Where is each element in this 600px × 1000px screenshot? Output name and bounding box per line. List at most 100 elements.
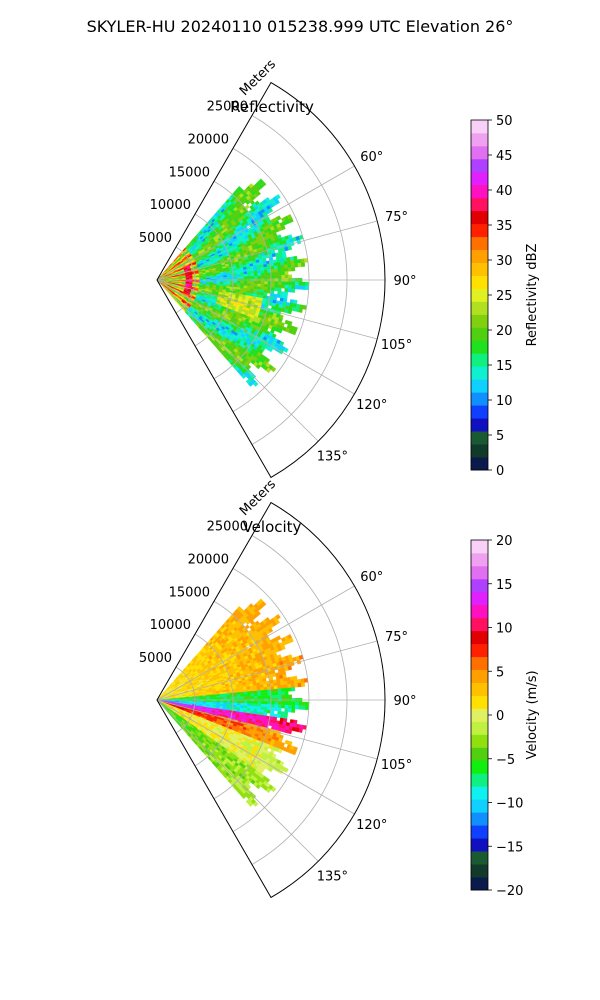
echo-gate [236,696,241,700]
echo-gate [247,703,251,707]
colorbar-segment [471,366,488,380]
echo-gate [240,691,244,695]
echo-gate [273,682,278,687]
echo-gate [243,271,248,275]
echo-gate [301,705,306,710]
echo-gate [270,682,275,687]
echo-gate [216,275,221,278]
echo-gate [287,309,293,315]
echo-gate [274,691,279,696]
echo-gate [281,284,286,289]
echo-gate [260,701,265,705]
echo-gate [257,706,262,710]
echo-gate [240,694,245,697]
echo-gate [281,281,286,286]
colorbar-segment [471,444,488,458]
echo-gate [243,283,248,287]
echo-gate [297,262,302,268]
echo-gate [206,277,210,280]
azimuth-tick-label: 75° [385,210,408,225]
echo-gate [294,683,299,688]
echo-gate [277,685,282,690]
colorbar-segment [471,457,488,471]
echo-gate [243,276,248,280]
echo-gate [270,689,275,693]
echo-gate [284,694,289,699]
echo-gate [256,687,261,691]
echo-gate [270,262,275,267]
echo-gate [254,695,258,699]
echo-gate [264,272,269,276]
echo-gate [274,268,279,273]
figure-suptitle: SKYLER-HU 20240110 015238.999 UTC Elevat… [87,17,514,36]
echo-gate [247,273,251,277]
colorbar-segment [471,288,488,302]
echo-gate [247,696,252,699]
echo-gate [277,274,282,279]
echo-gate [236,274,241,278]
echo-gate [291,288,296,293]
echo-gate [277,284,282,289]
radial-tick-label: 10000 [150,198,191,213]
colorbar-segment [471,184,488,199]
echo-gate [240,276,245,280]
echo-gate [257,273,262,277]
echo-gate [260,703,265,708]
echo-gate [291,281,296,286]
colorbar-segment [471,210,488,225]
echo-gate [213,697,217,700]
echo-gate [298,728,303,733]
echo-gate [280,268,285,273]
echo-gate [243,280,248,284]
echo-gate [284,691,289,696]
colorbar-tick-label: 25 [496,289,513,304]
echo-gate [277,268,282,273]
echo-gate [294,705,299,710]
colorbar-tick-label: 45 [496,149,513,164]
echo-gate [274,701,279,705]
echo-gate [236,276,241,280]
azimuth-tick-label: 105° [381,338,412,353]
echo-gate [274,281,279,285]
echo-gate [281,704,286,709]
colorbar-tick-label: 40 [496,184,513,199]
echo-gate [280,264,285,269]
echo-gate [270,290,275,295]
echo-gate [226,276,231,280]
echo-gate [254,275,258,279]
echo-gate [223,280,228,283]
azimuth-tick-label: 120° [356,398,387,413]
echo-gate [277,701,282,706]
echo-gate [260,272,265,277]
echo-gate [274,707,279,712]
echo-gate [300,262,306,267]
echo-gate [240,703,245,706]
echo-gate [250,690,255,695]
echo-gate [264,692,269,696]
panel-title: Reflectivity [230,98,314,116]
echo-gate [273,262,278,267]
radial-axis-label: Meters [237,57,279,99]
echo-gate [277,691,282,696]
echo-gate [219,697,224,700]
echo-gate [263,706,268,711]
echo-gate [250,701,255,704]
colorbar-segment [471,171,488,186]
echo-gate [250,688,255,692]
echo-gate [247,693,251,697]
echo-gate [283,294,288,300]
echo-gate [297,259,302,264]
echo-gate [233,692,238,696]
colorbar-tick-label: 30 [496,254,513,269]
colorbar-segment [471,314,488,328]
echo-gate [216,697,221,700]
echo-gate [288,217,294,223]
echo-gate [281,694,286,699]
echo-gate [300,678,305,684]
echo-gate [250,693,255,697]
echo-gate [240,280,245,284]
echo-gate [260,275,265,279]
echo-gate [287,263,292,269]
echo-gate [250,268,255,272]
echo-gate [216,277,221,280]
